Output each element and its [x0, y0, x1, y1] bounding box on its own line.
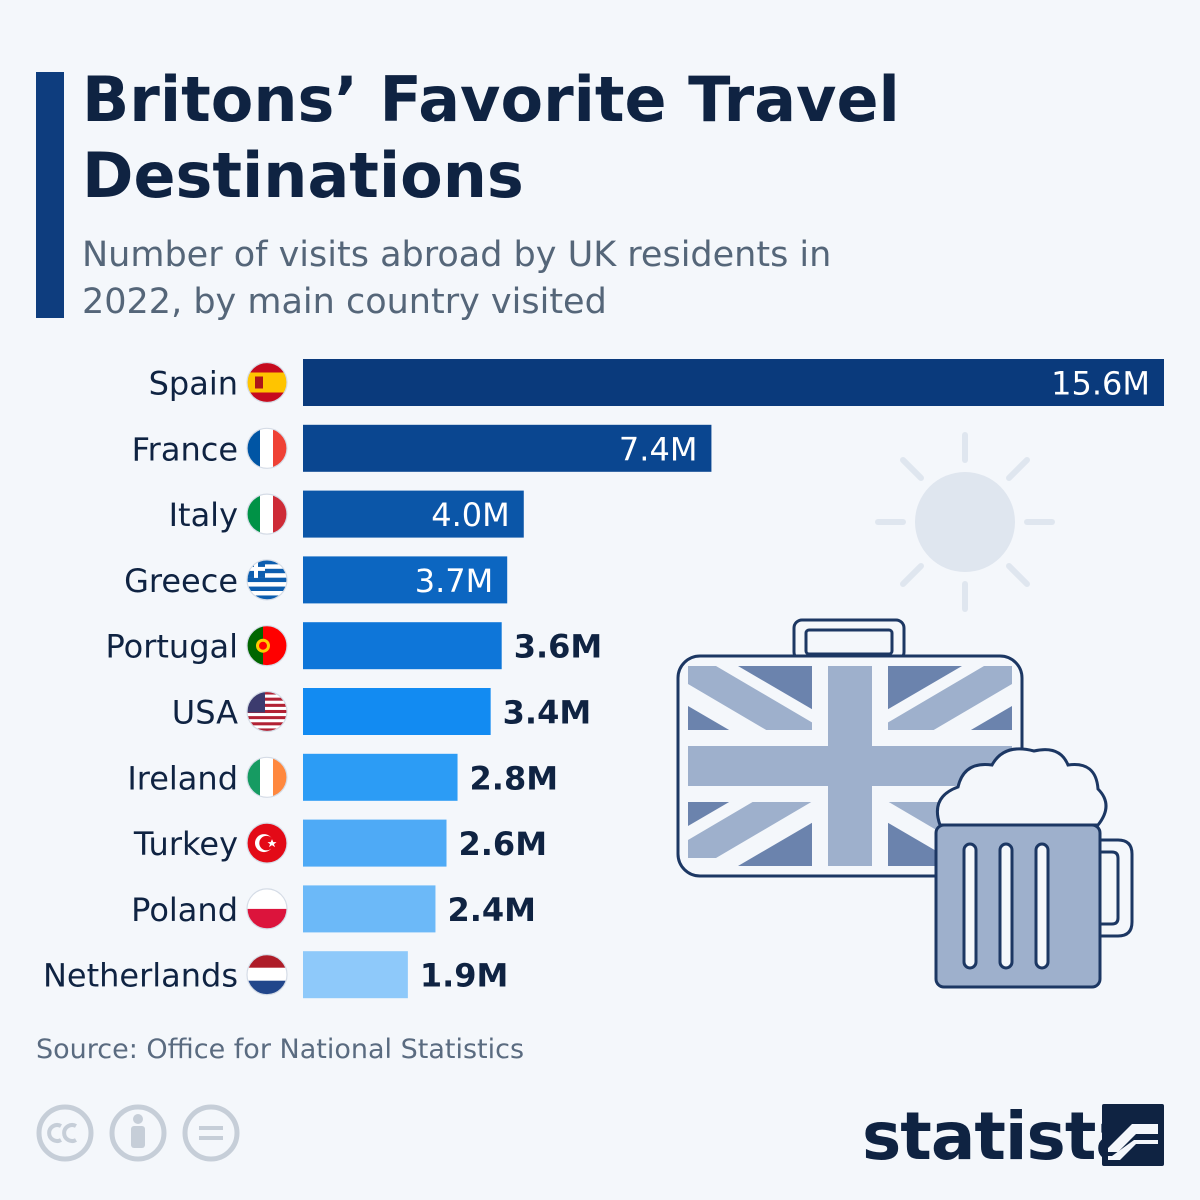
bar [303, 753, 458, 801]
category-label: Greece [124, 562, 238, 600]
bar-row-turkey: Turkey 2.6M [133, 819, 548, 867]
bar-row-netherlands: Netherlands 1.9M [43, 951, 509, 999]
value-label: 7.4M [619, 430, 698, 468]
category-label: Poland [131, 891, 238, 929]
flag-outline [246, 954, 288, 996]
bar-row-usa: USA 3.4M [172, 688, 591, 735]
chart-subtitle: Number of visits abroad by UK residents … [82, 235, 832, 322]
bar [303, 951, 408, 999]
flag-outline [246, 427, 288, 469]
by-icon[interactable] [109, 1104, 167, 1162]
flag-outline [246, 493, 288, 535]
bar [303, 556, 508, 604]
union-jack-suitcase-icon [676, 618, 1024, 878]
bar [303, 490, 524, 538]
category-label: Spain [149, 365, 238, 403]
netherlands-flag-icon [247, 954, 287, 995]
flag-outline [246, 822, 288, 864]
license-icons [36, 1104, 240, 1162]
greece-flag-icon [247, 559, 287, 600]
value-label: 15.6M [1051, 365, 1150, 403]
value-label: 1.9M [420, 957, 509, 995]
sun-icon [875, 432, 1055, 612]
france-flag-icon [247, 428, 287, 469]
bar [303, 819, 447, 867]
bar-row-poland: Poland 2.4M [131, 885, 536, 933]
nd-icon[interactable] [182, 1104, 240, 1162]
flag-outline [246, 361, 288, 404]
spain-flag-icon [247, 362, 287, 403]
category-label: Italy [169, 496, 238, 534]
italy-flag-icon [247, 494, 287, 535]
bar [303, 359, 1164, 406]
category-label: Portugal [105, 628, 238, 666]
flag-outline [246, 625, 288, 667]
statista-logo-icon [1102, 1104, 1164, 1166]
category-label: USA [172, 694, 238, 732]
flag-outline [246, 888, 288, 930]
category-label: Ireland [127, 759, 238, 797]
value-label: 2.4M [447, 891, 536, 929]
beer-mug-icon [934, 747, 1134, 989]
bar-chart: Spain 15.6M France 7.4M Italy 4.0M Greece 3.7M P… [43, 359, 1164, 999]
category-label: Turkey [133, 825, 238, 863]
turkey-flag-icon [247, 823, 287, 864]
category-label: Netherlands [43, 957, 238, 995]
flag-outline [246, 756, 288, 798]
value-label: 3.7M [415, 562, 494, 600]
value-label: 4.0M [431, 496, 510, 534]
value-label: 3.6M [514, 628, 603, 666]
value-label: 2.6M [459, 825, 548, 863]
cc-icon[interactable] [36, 1104, 94, 1162]
bar-row-portugal: Portugal 3.6M [105, 622, 603, 670]
poland-flag-icon [247, 888, 287, 929]
bar [303, 688, 491, 735]
bar-row-france: France 7.4M [132, 424, 712, 472]
bar [303, 885, 436, 933]
value-label: 3.4M [503, 694, 592, 732]
value-label: 2.8M [470, 759, 559, 797]
source-note: Source: Office for National Statistics [36, 1034, 525, 1065]
bar [303, 622, 502, 670]
bar-row-spain: Spain 15.6M [149, 359, 1164, 406]
statista-logo-text: statista [862, 1098, 1140, 1175]
chart-title: Britons’ Favorite Travel Destinations [82, 63, 900, 212]
travel-illustration [676, 432, 1134, 989]
title-accent-bar [36, 72, 64, 318]
ireland-flag-icon [247, 757, 287, 798]
bar [303, 424, 712, 472]
flag-outline [246, 690, 288, 733]
bar-row-italy: Italy 4.0M [169, 490, 524, 538]
bar-row-greece: Greece 3.7M [124, 556, 508, 604]
flag-outline [246, 559, 288, 601]
category-label: France [132, 430, 238, 468]
bar-row-ireland: Ireland 2.8M [127, 753, 559, 801]
